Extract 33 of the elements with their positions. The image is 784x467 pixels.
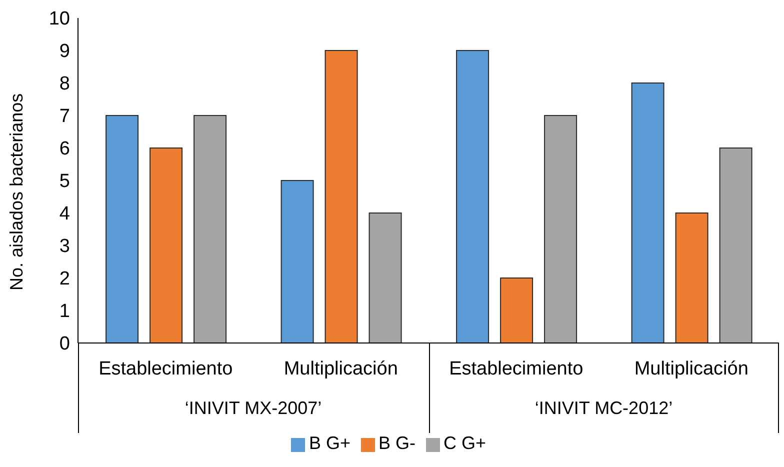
bar	[324, 50, 358, 343]
y-tick-label: 9	[59, 41, 70, 62]
x-tick-label: Multiplicación	[634, 358, 748, 380]
bar	[631, 82, 664, 343]
text: ‘INIVIT MC-2012’	[534, 398, 674, 419]
bar	[280, 180, 314, 343]
legend-label: B G-	[378, 433, 416, 453]
bar	[456, 50, 490, 343]
bar	[719, 148, 752, 343]
x-tick-label: Multiplicación	[284, 358, 398, 380]
y-axis-title: No. aislados bacterianos	[6, 93, 26, 290]
legend-label: B G+	[308, 433, 350, 453]
y-tick-label: 1	[59, 301, 70, 322]
y-tick-label: 10	[48, 8, 70, 30]
bar	[675, 212, 708, 343]
x-tick-label: Establecimiento	[449, 358, 584, 380]
bar	[500, 278, 534, 343]
bar	[194, 115, 227, 343]
text: ‘INIVIT MX-2007’	[184, 398, 323, 419]
legend-label: C G+	[444, 433, 486, 453]
y-tick-label: 6	[59, 138, 70, 160]
y-tick-label: 5	[59, 171, 70, 192]
x-tick-label: Establecimiento	[98, 358, 233, 380]
y-tick-label: 2	[59, 268, 70, 290]
y-tick-label: 4	[59, 204, 70, 225]
bar	[544, 115, 578, 343]
y-tick-label: 8	[59, 74, 70, 95]
y-tick-label: 0	[59, 334, 70, 355]
bar	[150, 148, 183, 343]
bar	[368, 212, 402, 343]
y-tick-label: 7	[59, 106, 70, 128]
y-tick-label: 3	[59, 236, 70, 258]
bar	[106, 115, 139, 343]
